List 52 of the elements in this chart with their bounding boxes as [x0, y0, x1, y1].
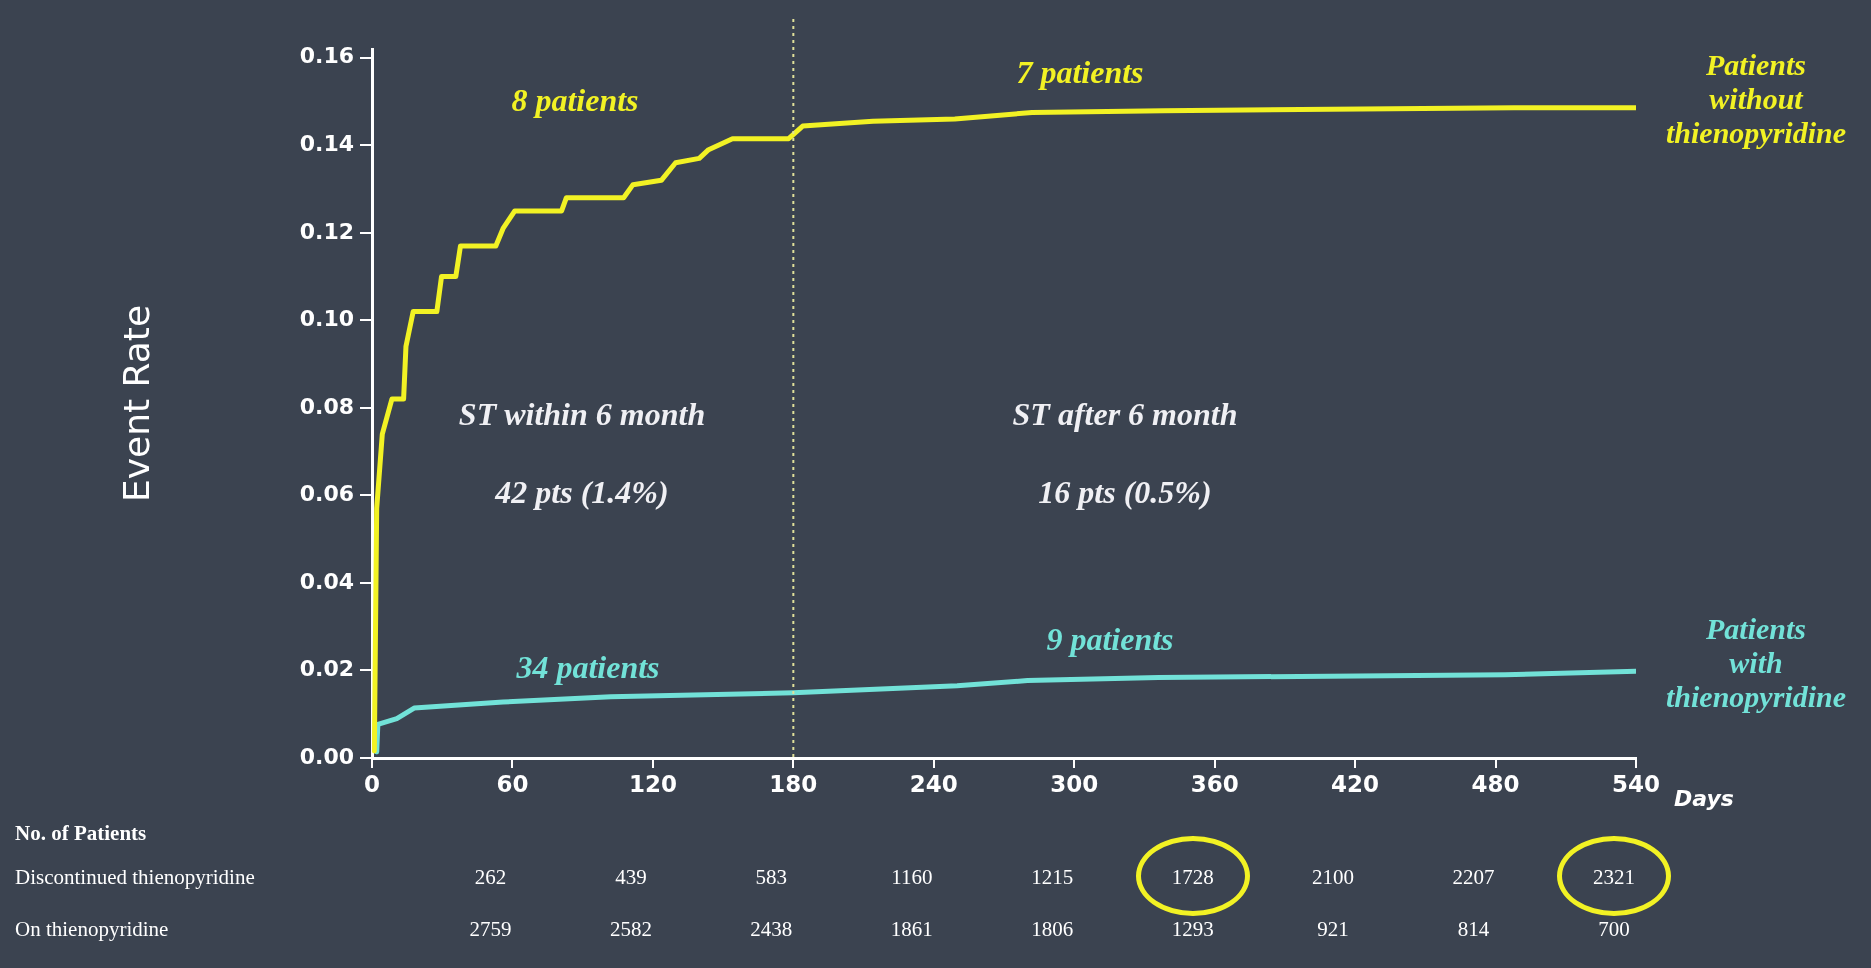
- text: 439: [615, 864, 647, 889]
- annotation: 9 patients: [1046, 621, 1174, 658]
- series-label: Patients with thienopyridine: [1665, 612, 1847, 714]
- x-axis-title: Days: [1674, 785, 1734, 811]
- y-tick-label: 0.02: [299, 656, 354, 682]
- y-tick-label: 0.10: [299, 306, 354, 332]
- x-tick-label: 420: [1331, 770, 1380, 797]
- series-label: Patients without thienopyridine: [1665, 48, 1847, 150]
- text: 2207: [1452, 864, 1495, 889]
- text: On thienopyridine: [15, 916, 169, 941]
- y-tick-label: 0.08: [299, 393, 354, 419]
- annotation: ST within 6 month: [458, 396, 706, 433]
- x-tick-label: 0: [363, 770, 381, 797]
- text: No. of Patients: [15, 821, 147, 846]
- annotation: 16 pts (0.5%): [1038, 474, 1212, 511]
- x-tick-label: 300: [1050, 770, 1099, 797]
- text: 1861: [890, 916, 933, 941]
- text: 1806: [1031, 916, 1074, 941]
- annotation: 34 patients: [515, 649, 660, 686]
- text: 2100: [1312, 864, 1355, 889]
- x-tick-label: 360: [1190, 770, 1239, 797]
- y-tick-label: 0.04: [299, 568, 354, 594]
- x-tick-label: 540: [1611, 770, 1661, 797]
- text: 2321: [1593, 864, 1635, 889]
- x-tick-label: 60: [496, 770, 529, 797]
- x-tick-label: 120: [628, 770, 677, 797]
- text: 814: [1457, 916, 1490, 941]
- text: 921: [1317, 916, 1349, 941]
- text: 1160: [891, 864, 933, 889]
- text: 700: [1598, 916, 1630, 941]
- y-tick-label: 0.06: [299, 481, 354, 507]
- text: Discontinued thienopyridine: [15, 864, 255, 889]
- text: 2759: [469, 916, 512, 941]
- x-tick-label: 480: [1471, 770, 1520, 797]
- text: 262: [474, 864, 507, 889]
- annotation: 7 patients: [1016, 54, 1144, 91]
- y-tick-label: 0.00: [299, 743, 354, 769]
- x-tick-label: 240: [909, 770, 958, 797]
- text: 583: [755, 864, 788, 889]
- text: 1215: [1031, 864, 1074, 889]
- text: 2582: [609, 916, 652, 941]
- annotation: 8 patients: [511, 82, 639, 119]
- annotation: ST after 6 month: [1012, 396, 1238, 433]
- y-tick-label: 0.16: [299, 43, 354, 69]
- text: 1728: [1171, 864, 1214, 889]
- y-tick-label: 0.14: [299, 131, 354, 156]
- y-axis-title: Event Rate: [116, 304, 158, 503]
- x-tick-label: 180: [769, 770, 818, 797]
- annotation: 42 pts (1.4%): [494, 474, 669, 511]
- text: 1293: [1171, 916, 1214, 941]
- text: 2438: [750, 916, 793, 941]
- y-tick-label: 0.12: [299, 218, 354, 244]
